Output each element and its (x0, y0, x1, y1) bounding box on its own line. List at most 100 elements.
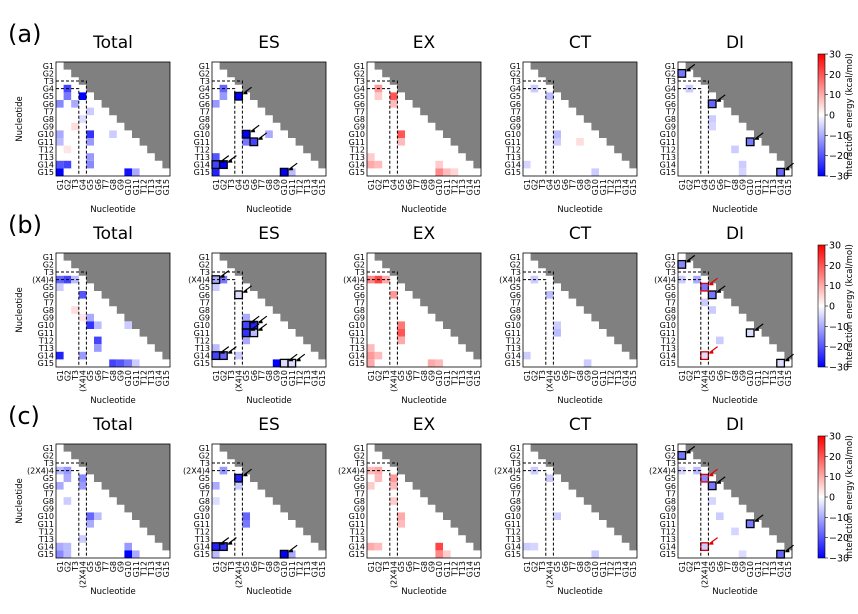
y-tick-label: G11 (349, 329, 365, 338)
y-tick-label: T3 (43, 459, 54, 468)
heatmap-cell (731, 527, 739, 536)
heatmap-cell (124, 168, 132, 176)
y-tick-label: T7 (354, 107, 365, 116)
heatmap-cell (553, 512, 561, 520)
colorbar-label: Interaction energy (kcal/mol) (845, 244, 855, 368)
x-tick-label: T3 (538, 561, 547, 572)
colorbar-tick-label: 30 (829, 241, 841, 252)
plot-frame (55, 443, 171, 559)
arrow-head-icon (685, 67, 691, 72)
y-tick-label: T3 (199, 459, 210, 468)
heatmap-cell (389, 482, 398, 490)
heatmap-cell (700, 351, 709, 360)
y-tick-label: G1 (510, 444, 521, 453)
y-tick-label: G14 (505, 543, 521, 552)
x-tick-label: G2 (63, 179, 72, 190)
heatmap-cell (708, 100, 716, 108)
heatmap-c-total: TotalG1G1G2G2T3T3(2X4)4(2X4)4G5G5G6G6T7T… (15, 415, 171, 597)
heatmap-cell (242, 313, 250, 322)
heatmap-cell (86, 160, 94, 169)
y-tick-label: G9 (510, 314, 521, 323)
heatmap-cell (132, 168, 140, 176)
heatmap-cell (708, 291, 716, 299)
plot-frame (522, 443, 638, 559)
x-tick-label: G14 (311, 179, 320, 195)
x-axis-label: Nucleotide (401, 587, 447, 597)
colorbar-tick-label: 20 (829, 452, 841, 463)
y-tick-label: G8 (43, 115, 54, 124)
heatmap-cell (374, 474, 383, 482)
y-tick-label: G5 (199, 474, 210, 483)
arrow-head-icon (754, 135, 760, 140)
y-tick-label: T7 (665, 107, 676, 116)
panel-title: ES (258, 415, 280, 435)
heatmap-cell (94, 336, 102, 345)
y-tick-label: (2X4)4 (649, 467, 676, 476)
heatmap-cell (132, 550, 140, 558)
x-tick-label: G8 (420, 179, 429, 190)
highlight-box (707, 290, 717, 300)
colorbar-tick-label: −30 (829, 363, 849, 374)
plot-frame (677, 252, 793, 368)
colorbar-tick-label: −30 (829, 172, 849, 183)
x-tick-label: G15 (318, 370, 327, 386)
guide-dashed-line (367, 279, 391, 367)
x-axis-label: Nucleotide (90, 205, 136, 215)
y-tick-label: G4 (510, 85, 521, 94)
heatmap-cell (86, 138, 94, 146)
y-tick-label: G2 (43, 69, 54, 78)
heatmap-cell (86, 153, 94, 161)
x-tick-label: T3 (227, 561, 236, 572)
panel-title: ES (258, 33, 280, 53)
y-tick-label: G8 (510, 497, 521, 506)
heatmap-cell (109, 130, 117, 138)
x-tick-label: T13 (614, 370, 623, 386)
heatmap-cell (212, 351, 220, 360)
y-tick-label: T3 (354, 77, 365, 86)
heatmap-cell (523, 160, 531, 169)
x-tick-label: G10 (280, 179, 289, 195)
heatmap-cell (530, 542, 539, 551)
x-tick-label: G9 (584, 561, 593, 572)
x-tick-label: T12 (295, 561, 304, 577)
y-tick-label: G8 (199, 497, 210, 506)
x-tick-label: G15 (473, 561, 482, 577)
x-tick-label: G11 (132, 179, 141, 195)
y-tick-label: T13 (505, 344, 521, 353)
x-tick-label: G5 (708, 370, 717, 381)
panel-label-b: (b) (8, 211, 42, 239)
x-tick-label: G14 (622, 561, 631, 577)
y-tick-label: G9 (354, 314, 365, 323)
y-tick-label: G15 (194, 550, 210, 559)
x-tick-label: T13 (769, 179, 778, 195)
x-tick-label: T12 (139, 561, 148, 577)
y-tick-label: T13 (194, 535, 210, 544)
red-arrow-head-icon (708, 472, 714, 477)
x-tick-label: G5 (553, 370, 562, 381)
x-tick-label: G2 (374, 179, 383, 190)
y-tick-label: T7 (665, 298, 676, 307)
y-tick-label: T7 (43, 107, 54, 116)
heatmap-cell (132, 359, 140, 367)
panel-title: EX (413, 224, 436, 244)
y-tick-label: T13 (660, 153, 676, 162)
x-tick-label: T7 (723, 179, 732, 190)
x-tick-label: G11 (599, 370, 608, 386)
colorbar-tick-label: −20 (829, 533, 849, 544)
y-tick-label: G10 (349, 512, 365, 521)
x-tick-label: G1 (212, 370, 221, 381)
x-tick-label: G8 (109, 561, 118, 572)
colorbar-tick-label: 20 (829, 70, 841, 81)
plot-frame (211, 252, 327, 368)
masked-staircase (374, 444, 481, 558)
x-tick-label: T3 (538, 370, 547, 381)
x-tick-label: G15 (162, 561, 171, 577)
x-tick-label: G9 (584, 370, 593, 381)
heatmap-a-ct: CTG1G1G2G2T3T3G4G4G5G5G6G6T7T7G8G8G9G9G1… (505, 33, 639, 215)
arrow-head-icon (227, 158, 233, 163)
arrow-head-icon (227, 349, 233, 354)
y-tick-label: G11 (505, 329, 521, 338)
colorbar-gradient (817, 53, 826, 177)
y-tick-label: T7 (354, 298, 365, 307)
arrow-head-icon (754, 517, 760, 522)
